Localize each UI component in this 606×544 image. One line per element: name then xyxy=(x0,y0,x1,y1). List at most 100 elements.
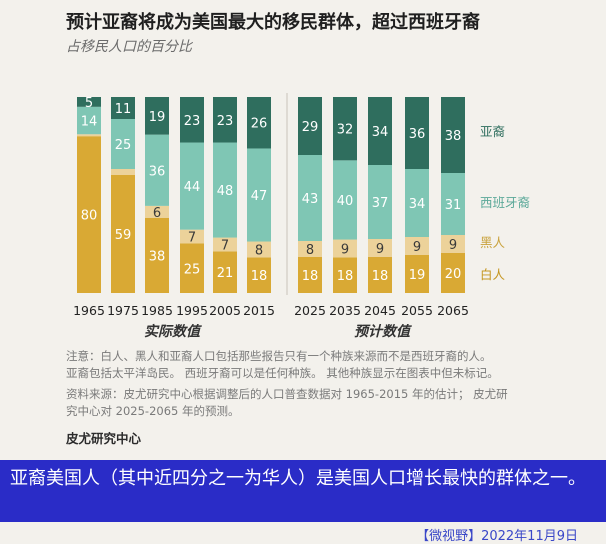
dateline: 【微视野】2022年11月9日 xyxy=(0,522,606,544)
bar-白人-2005 xyxy=(213,251,237,293)
bar-西班牙裔-2035 xyxy=(333,160,357,240)
group-label-actual: 实际数值 xyxy=(144,323,202,340)
data-label-黑人-1985: 6 xyxy=(153,206,161,221)
bar-西班牙裔-2005 xyxy=(213,142,237,238)
data-label-亚裔-2035: 32 xyxy=(337,123,354,138)
data-label-西班牙裔-1975: 25 xyxy=(115,138,132,153)
bar-黑人-1995 xyxy=(180,229,204,244)
bar-黑人-2045 xyxy=(368,239,392,257)
x-tick-label: 2035 xyxy=(329,303,361,318)
bar-白人-1995 xyxy=(180,243,204,293)
data-label-白人-2055: 19 xyxy=(409,268,426,283)
data-label-亚裔-1975: 11 xyxy=(115,102,132,117)
chart-title: 预计亚裔将成为美国最大的移民群体，超过西班牙裔 xyxy=(66,12,480,33)
data-label-黑人-2035: 9 xyxy=(341,242,349,257)
bar-黑人-2055 xyxy=(405,237,429,255)
data-label-白人-1985: 38 xyxy=(149,249,166,264)
data-label-西班牙裔-2045: 37 xyxy=(372,196,389,211)
data-label-西班牙裔-2065: 31 xyxy=(445,198,462,213)
bar-西班牙裔-2015 xyxy=(247,148,271,242)
publish-date: 【微视野】2022年11月9日 xyxy=(416,529,578,544)
stacked-bar-chart: 8014519655925111975386361919852574423199… xyxy=(73,93,530,340)
bar-白人-1985 xyxy=(145,217,169,293)
x-tick-label: 2015 xyxy=(243,303,275,318)
data-label-亚裔-1965: 5 xyxy=(85,96,93,111)
data-label-白人-1965: 80 xyxy=(81,209,98,224)
data-label-白人-1975: 59 xyxy=(115,228,132,243)
bar-黑人-2025 xyxy=(298,241,322,257)
data-label-西班牙裔-2015: 47 xyxy=(251,189,268,204)
bar-亚裔-2015 xyxy=(247,97,271,149)
data-label-西班牙裔-2055: 34 xyxy=(409,197,426,212)
legend-亚裔: 亚裔 xyxy=(480,124,505,139)
bar-西班牙裔-1995 xyxy=(180,142,204,230)
data-label-西班牙裔-2005: 48 xyxy=(217,184,234,199)
bar-白人-2055 xyxy=(405,255,429,293)
source-line-1: 资料来源：皮尤研究中心根据调整后的人口普查数据对 1965-2015 年的估计；… xyxy=(66,387,508,401)
bar-亚裔-2035 xyxy=(333,97,357,161)
bar-亚裔-2005 xyxy=(213,97,237,143)
data-label-亚裔-2025: 29 xyxy=(302,120,319,135)
data-label-亚裔-1995: 23 xyxy=(184,114,201,129)
data-label-西班牙裔-2035: 40 xyxy=(337,194,354,209)
data-label-白人-2025: 18 xyxy=(302,269,319,284)
x-tick-label: 1965 xyxy=(73,303,105,318)
data-label-白人-2035: 18 xyxy=(337,269,354,284)
bar-西班牙裔-2025 xyxy=(298,155,322,241)
bar-黑人-1965 xyxy=(77,134,101,137)
bar-西班牙裔-2045 xyxy=(368,165,392,239)
bar-白人-2045 xyxy=(368,257,392,293)
data-label-亚裔-2015: 26 xyxy=(251,117,268,132)
data-label-白人-2005: 21 xyxy=(217,266,234,281)
bar-亚裔-2055 xyxy=(405,97,429,169)
x-tick-label: 2065 xyxy=(437,303,469,318)
note-line-1: 注意：白人、黑人和亚裔人口包括那些报告只有一个种族来源而不是西班牙裔的人。 xyxy=(66,349,492,363)
bar-黑人-2035 xyxy=(333,239,357,258)
legend-黑人: 黑人 xyxy=(480,235,506,250)
caption-text: 亚裔美国人（其中近四分之一为华人）是美国人口增长最快的群体之一。 xyxy=(10,468,586,489)
bar-白人-2035 xyxy=(333,257,357,293)
data-label-黑人-1995: 7 xyxy=(188,231,196,246)
data-label-西班牙裔-1995: 44 xyxy=(184,180,201,195)
group-label-projected: 预计数值 xyxy=(354,323,412,340)
bar-黑人-2015 xyxy=(247,241,271,258)
x-tick-label: 2055 xyxy=(401,303,433,318)
data-label-西班牙裔-1965: 14 xyxy=(81,115,98,130)
source-line-2: 究中心对 2025-2065 年的预测。 xyxy=(66,404,240,418)
source-organization: 皮尤研究中心 xyxy=(66,431,142,446)
data-label-白人-2015: 18 xyxy=(251,269,268,284)
data-label-黑人-2015: 8 xyxy=(255,243,263,258)
chart-subtitle: 占移民人口的百分比 xyxy=(66,39,192,55)
bar-西班牙裔-1975 xyxy=(111,119,135,169)
data-label-亚裔-2065: 38 xyxy=(445,129,462,144)
data-label-白人-2045: 18 xyxy=(372,269,389,284)
data-label-黑人-2055: 9 xyxy=(413,240,421,255)
data-label-亚裔-1985: 19 xyxy=(149,110,166,125)
bar-白人-1975 xyxy=(111,175,135,293)
data-label-亚裔-2045: 34 xyxy=(372,125,389,140)
bar-亚裔-1965 xyxy=(77,97,101,107)
bar-亚裔-2025 xyxy=(298,97,322,155)
bar-西班牙裔-2065 xyxy=(441,173,465,235)
bar-西班牙裔-1965 xyxy=(77,106,101,135)
bar-白人-2065 xyxy=(441,253,465,293)
caption-banner: 亚裔美国人（其中近四分之一为华人）是美国人口增长最快的群体之一。 xyxy=(0,460,606,522)
data-label-黑人-2025: 8 xyxy=(306,243,314,258)
data-label-黑人-2045: 9 xyxy=(376,242,384,257)
legend-白人: 白人 xyxy=(480,267,506,282)
bar-黑人-1985 xyxy=(145,205,169,218)
bar-亚裔-2065 xyxy=(441,97,465,173)
legend-西班牙裔: 西班牙裔 xyxy=(480,195,530,210)
data-label-黑人-2065: 9 xyxy=(449,238,457,253)
bar-白人-2015 xyxy=(247,257,271,293)
x-tick-label: 1985 xyxy=(141,303,173,318)
data-label-西班牙裔-1985: 36 xyxy=(149,164,166,179)
data-label-亚裔-2005: 23 xyxy=(217,114,234,129)
bar-黑人-2005 xyxy=(213,237,237,252)
bar-白人-2025 xyxy=(298,257,322,293)
bar-亚裔-1995 xyxy=(180,97,204,143)
x-tick-label: 2005 xyxy=(209,303,241,318)
bar-亚裔-1975 xyxy=(111,97,135,119)
data-label-亚裔-2055: 36 xyxy=(409,127,426,142)
